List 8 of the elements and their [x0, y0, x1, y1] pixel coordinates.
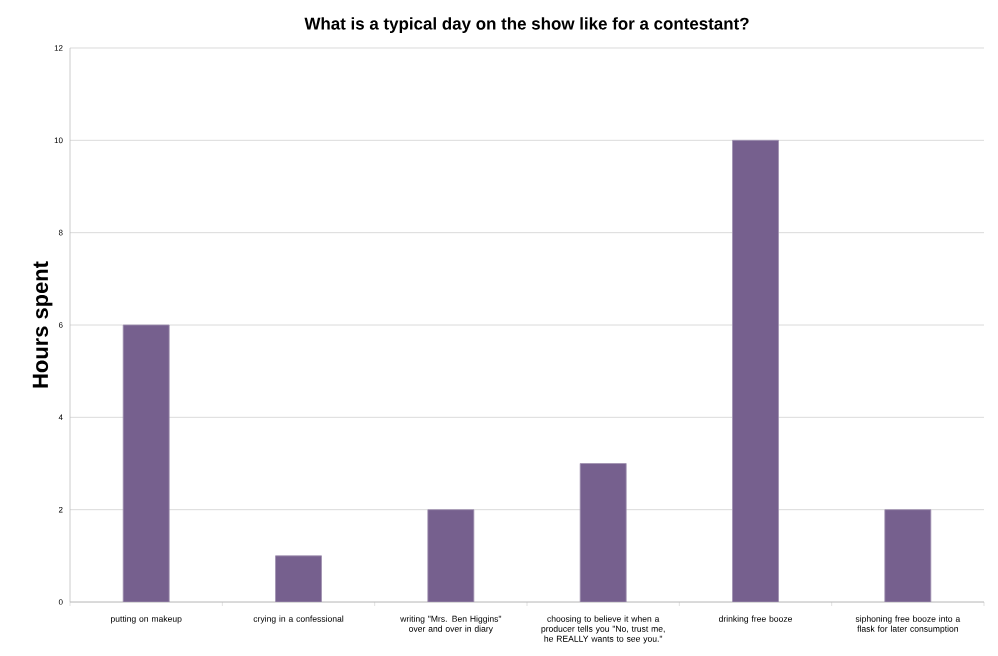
- bar: [579, 463, 627, 602]
- bar: [275, 555, 322, 602]
- bar: [122, 324, 170, 602]
- bar: [732, 139, 779, 602]
- chart-title: What is a typical day on the show like for a contestant?: [304, 17, 749, 33]
- y-axis-title: Hours spent: [32, 261, 53, 388]
- bar: [427, 509, 475, 602]
- bar: [884, 509, 932, 602]
